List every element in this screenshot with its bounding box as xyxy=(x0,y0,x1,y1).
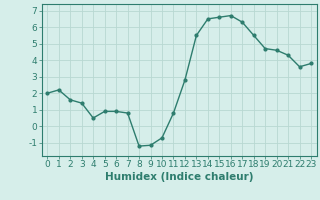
X-axis label: Humidex (Indice chaleur): Humidex (Indice chaleur) xyxy=(105,172,253,182)
